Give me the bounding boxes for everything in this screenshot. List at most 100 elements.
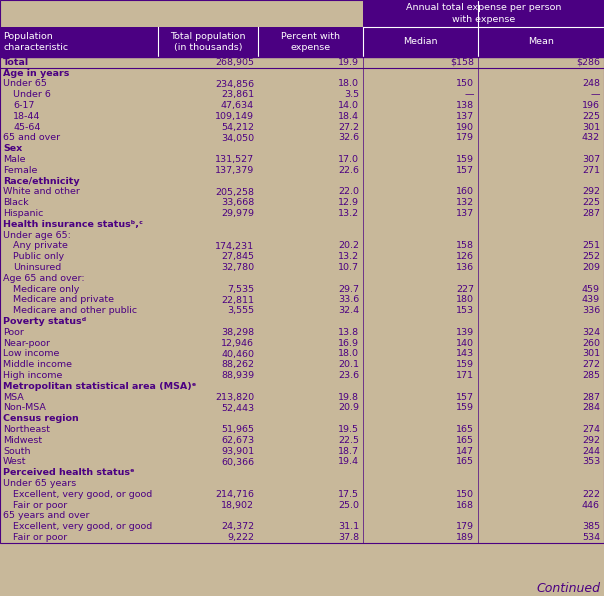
Text: Percent with
expense: Percent with expense (281, 32, 340, 52)
Text: 13.8: 13.8 (338, 328, 359, 337)
Text: 324: 324 (582, 328, 600, 337)
Text: 52,443: 52,443 (221, 403, 254, 412)
Text: Midwest: Midwest (3, 436, 42, 445)
Text: Fair or poor: Fair or poor (13, 533, 67, 542)
Text: 225: 225 (582, 112, 600, 121)
Text: 23,861: 23,861 (221, 91, 254, 100)
Text: 65 years and over: 65 years and over (3, 511, 89, 520)
Text: 287: 287 (582, 393, 600, 402)
Text: 32,780: 32,780 (221, 263, 254, 272)
Text: 534: 534 (582, 533, 600, 542)
Text: 222: 222 (582, 490, 600, 499)
Text: 31.1: 31.1 (338, 522, 359, 531)
Text: Under 6: Under 6 (13, 91, 51, 100)
Text: 19.4: 19.4 (338, 458, 359, 467)
Text: Northeast: Northeast (3, 425, 50, 434)
Text: MSA: MSA (3, 393, 24, 402)
Text: 271: 271 (582, 166, 600, 175)
Text: 168: 168 (456, 501, 474, 510)
Text: 196: 196 (582, 101, 600, 110)
Text: 432: 432 (582, 134, 600, 142)
Text: 284: 284 (582, 403, 600, 412)
Text: 285: 285 (582, 371, 600, 380)
Text: 159: 159 (456, 155, 474, 164)
Text: 159: 159 (456, 403, 474, 412)
Text: Near-poor: Near-poor (3, 339, 50, 347)
Text: 45-64: 45-64 (13, 123, 40, 132)
Text: 251: 251 (582, 241, 600, 250)
Text: Population
characteristic: Population characteristic (3, 32, 68, 52)
Text: 274: 274 (582, 425, 600, 434)
Text: 385: 385 (582, 522, 600, 531)
Text: 27,845: 27,845 (221, 252, 254, 261)
Text: 157: 157 (456, 166, 474, 175)
Text: South: South (3, 446, 30, 456)
Text: 19.9: 19.9 (338, 58, 359, 67)
Text: 157: 157 (456, 393, 474, 402)
Text: —: — (591, 91, 600, 100)
Text: 22.0: 22.0 (338, 188, 359, 197)
Text: 40,460: 40,460 (221, 349, 254, 359)
Text: 9,222: 9,222 (227, 533, 254, 542)
Text: High income: High income (3, 371, 62, 380)
Text: 287: 287 (582, 209, 600, 218)
Text: 33,668: 33,668 (220, 198, 254, 207)
Text: 439: 439 (582, 296, 600, 305)
Text: 3.5: 3.5 (344, 91, 359, 100)
Text: 20.9: 20.9 (338, 403, 359, 412)
Text: 446: 446 (582, 501, 600, 510)
Text: 292: 292 (582, 436, 600, 445)
Text: 190: 190 (456, 123, 474, 132)
Text: 20.2: 20.2 (338, 241, 359, 250)
Text: 62,673: 62,673 (221, 436, 254, 445)
Text: 25.0: 25.0 (338, 501, 359, 510)
Text: Age in years: Age in years (3, 69, 69, 77)
Text: Annual total expense per person
with expense: Annual total expense per person with exp… (406, 4, 561, 24)
Text: 159: 159 (456, 361, 474, 370)
Text: 205,258: 205,258 (215, 188, 254, 197)
Text: 37.8: 37.8 (338, 533, 359, 542)
Text: 165: 165 (456, 425, 474, 434)
Text: 301: 301 (582, 349, 600, 359)
Text: 174,231: 174,231 (215, 241, 254, 250)
Text: Excellent, very good, or good: Excellent, very good, or good (13, 522, 152, 531)
Text: 3,555: 3,555 (227, 306, 254, 315)
Text: 137,379: 137,379 (215, 166, 254, 175)
Text: 18.7: 18.7 (338, 446, 359, 456)
Text: Hispanic: Hispanic (3, 209, 43, 218)
Text: 32.4: 32.4 (338, 306, 359, 315)
Text: 13.2: 13.2 (338, 252, 359, 261)
Text: Sex: Sex (3, 144, 22, 153)
Text: 65 and over: 65 and over (3, 134, 60, 142)
Text: 47,634: 47,634 (221, 101, 254, 110)
Text: Non-MSA: Non-MSA (3, 403, 46, 412)
Text: 29,979: 29,979 (221, 209, 254, 218)
Text: Low income: Low income (3, 349, 59, 359)
Text: Perceived health statusᵉ: Perceived health statusᵉ (3, 468, 135, 477)
Text: 139: 139 (456, 328, 474, 337)
Text: Any private: Any private (13, 241, 68, 250)
Text: Black: Black (3, 198, 28, 207)
Text: 17.5: 17.5 (338, 490, 359, 499)
Text: Under age 65:: Under age 65: (3, 231, 71, 240)
Text: 10.7: 10.7 (338, 263, 359, 272)
Text: Under 65 years: Under 65 years (3, 479, 76, 488)
Text: West: West (3, 458, 27, 467)
Text: 252: 252 (582, 252, 600, 261)
Text: 137: 137 (456, 112, 474, 121)
Text: 353: 353 (582, 458, 600, 467)
Text: 138: 138 (456, 101, 474, 110)
Text: 88,939: 88,939 (221, 371, 254, 380)
Text: 292: 292 (582, 188, 600, 197)
Text: 20.1: 20.1 (338, 361, 359, 370)
Text: White and other: White and other (3, 188, 80, 197)
Text: 7,535: 7,535 (227, 285, 254, 294)
Text: 147: 147 (456, 446, 474, 456)
Text: Under 65: Under 65 (3, 79, 47, 88)
Text: Census region: Census region (3, 414, 79, 423)
Text: 51,965: 51,965 (221, 425, 254, 434)
Text: 189: 189 (456, 533, 474, 542)
Text: 153: 153 (456, 306, 474, 315)
Text: 165: 165 (456, 436, 474, 445)
Text: 88,262: 88,262 (221, 361, 254, 370)
